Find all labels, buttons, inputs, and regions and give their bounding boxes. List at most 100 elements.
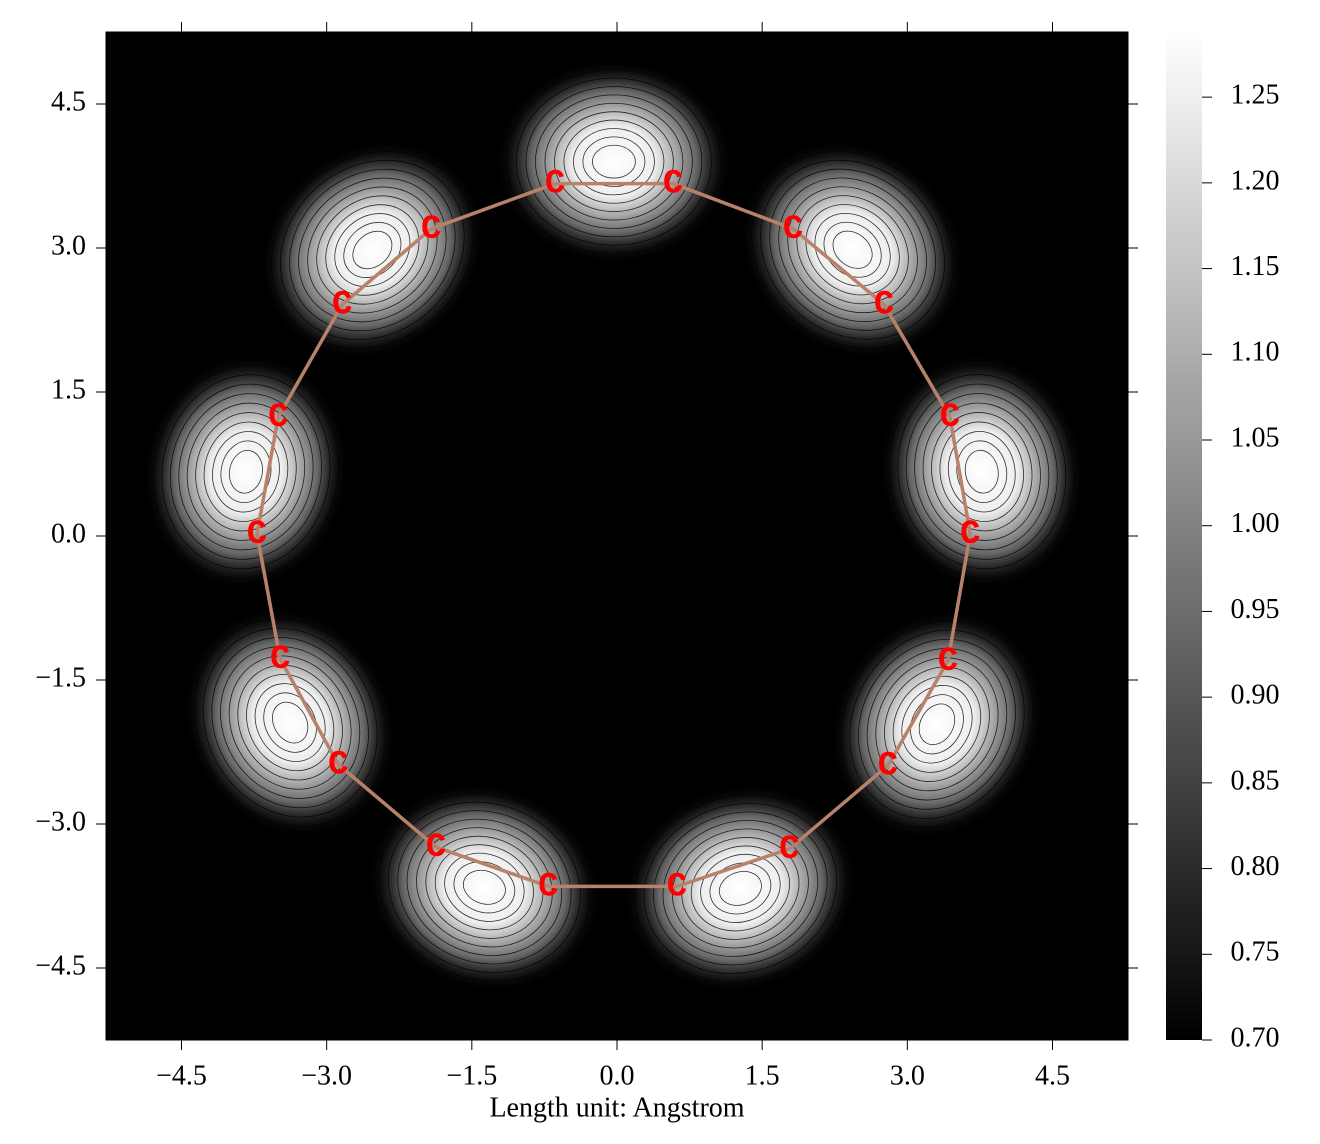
density-field [143,59,1085,993]
contour-line [462,869,506,905]
contour-line [671,828,809,949]
bond [676,847,790,889]
contour-line [237,664,343,781]
x-tick-label: −1.5 [446,1060,497,1091]
contour-line [270,151,474,349]
colorbar-tick-label: 1.20 [1231,165,1280,196]
atom-label: C [663,166,683,204]
density-lobe [740,140,965,359]
y-tick-label: 3.0 [51,230,86,261]
contour-line [840,620,1034,829]
bond [946,533,972,662]
contour-line [700,854,781,923]
colorbar-tick-label: 1.15 [1231,251,1280,282]
bond [255,416,280,535]
x-tick-label: 3.0 [890,1060,925,1091]
lobe-fill [740,140,965,359]
contour-line [406,818,563,956]
contour-line [796,195,909,305]
density-lobe [368,783,601,992]
bond [882,303,952,418]
contour-line [769,168,936,331]
bond [430,182,556,231]
colorbar-tick-label: 1.05 [1231,422,1280,453]
contour-line [875,657,999,792]
contour-line [947,430,1016,513]
colorbar-tick-label: 1.10 [1231,337,1280,368]
colorbar-tick-label: 0.95 [1231,594,1280,625]
contour-line [814,212,891,287]
contour-line [939,421,1025,522]
contour-line [525,86,703,238]
contour-line [823,221,882,278]
x-tick-label: 4.5 [1035,1060,1070,1091]
y-tick-label: −3.0 [35,806,86,837]
contour-line [153,364,339,579]
contour-line [263,692,317,753]
lobe-fill [879,354,1085,590]
colorbar-tick-label: 1.00 [1231,508,1280,539]
contour-line [690,845,791,932]
atom-label: C [960,516,980,554]
density-lobe [143,354,349,590]
colorbar [1166,32,1202,1040]
contour-line [387,801,581,973]
contour-line [592,144,636,179]
contour-line [787,186,918,314]
contour-line [922,402,1041,541]
contour-line [272,701,309,744]
contour-line [931,412,1033,532]
contour-line [220,646,361,799]
contour-line [681,837,800,940]
contour-line [453,861,516,914]
contour-line [444,852,525,922]
atom-label: C [783,211,803,249]
atom-label: C [426,829,446,867]
contour-line [211,636,369,809]
contour-line [634,794,847,983]
x-tick-label: 1.5 [745,1060,780,1091]
contour-line [760,159,946,340]
contour-line [246,674,335,772]
atom-label: C [268,399,288,437]
contour-line [901,685,973,764]
contour-line [573,128,655,196]
contour-line [212,431,280,513]
colorbar-tick-label: 0.80 [1231,851,1280,882]
contour-line [857,638,1016,810]
contour-line [506,69,722,255]
contour-line [718,871,762,906]
contour-line [434,844,534,931]
contour-line [307,186,438,314]
contour-line [888,364,1075,579]
contour-line [866,648,1008,801]
contour-line [169,383,322,560]
bond [886,659,950,767]
contour-line [195,412,297,532]
atom-label: C [328,746,348,784]
contour-line [194,618,387,827]
contour-line [378,793,591,982]
contour-line [892,675,982,773]
density-lobe [879,354,1085,590]
y-tick-label: 1.5 [51,374,86,405]
contour-line [343,222,402,278]
x-axis-label: Length unit: Angstrom [489,1092,744,1123]
bond [255,533,282,660]
y-tick-label: −4.5 [35,950,86,981]
contour-line [544,102,684,221]
colorbar-tick-label: 1.25 [1231,80,1280,111]
contour-line [280,159,465,341]
x-tick-label: 0.0 [600,1060,635,1091]
density-lobe [623,784,857,993]
contour-line [709,862,772,915]
contour-line [416,827,553,948]
contour-line [662,819,819,957]
contour-line [582,136,646,187]
atom-label: C [421,211,441,249]
contour-line [918,703,956,746]
contour-line [832,230,873,269]
atom-label: C [545,166,565,204]
bond [341,227,433,306]
